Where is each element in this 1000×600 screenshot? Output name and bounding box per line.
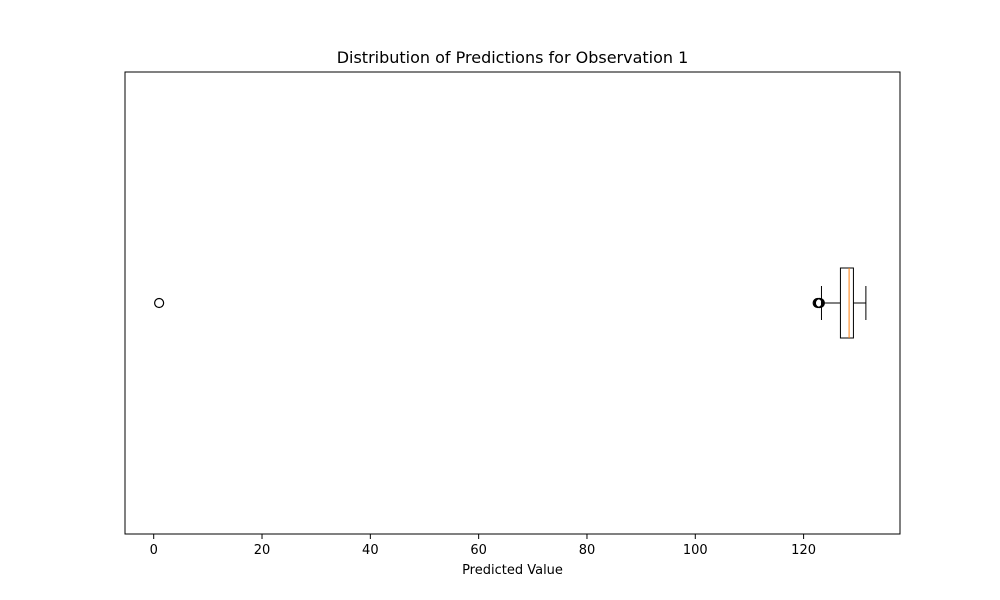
x-tick-label: 80 xyxy=(579,543,596,558)
x-tick-label: 0 xyxy=(150,543,158,558)
x-tick-label: 40 xyxy=(362,543,379,558)
x-tick-label: 60 xyxy=(470,543,487,558)
outlier-point xyxy=(154,297,165,309)
x-tick-label: 100 xyxy=(683,543,708,558)
x-tick-label: 120 xyxy=(791,543,816,558)
plot-frame xyxy=(124,71,901,535)
x-tick-label: 20 xyxy=(254,543,271,558)
chart-title: Distribution of Predictions for Observat… xyxy=(337,48,689,67)
x-axis-label: Predicted Value xyxy=(462,563,563,578)
outlier-point xyxy=(813,297,824,309)
iqr-box xyxy=(839,267,854,339)
